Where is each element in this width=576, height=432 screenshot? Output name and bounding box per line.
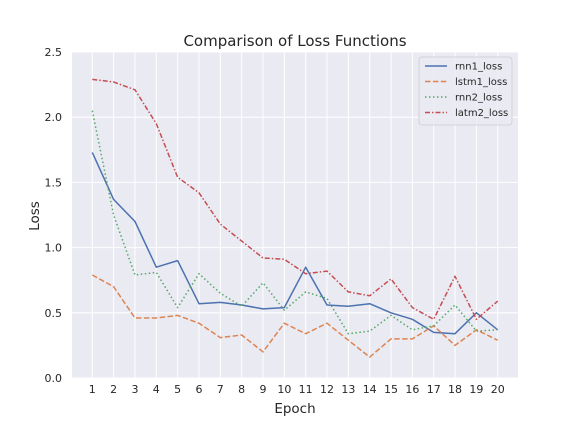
y-tick-label: 2.5 [45,46,63,59]
x-axis-label: Epoch [274,401,315,417]
x-tick-label: 17 [427,383,441,396]
x-tick-label: 13 [341,383,355,396]
legend-label-lstm1_loss: lstm1_loss [455,77,507,88]
x-tick-label: 12 [320,383,334,396]
x-tick-label: 11 [299,383,313,396]
legend: rnn1_loss lstm1_loss rnn2_loss latm2_loss [418,56,513,126]
y-axis-ticks: 0.0 0.5 1.0 1.5 2.0 2.5 [45,46,63,385]
x-tick-label: 7 [217,383,224,396]
x-tick-label: 10 [277,383,291,396]
x-tick-label: 15 [384,383,398,396]
series-line-rnn1_loss [91,152,499,335]
x-axis-ticks: 1 2 3 4 5 6 7 8 9 10 11 12 13 14 15 16 17 18 19 20 [89,383,505,396]
legend-label-rnn1_loss: rnn1_loss [455,62,502,73]
x-tick-label: 2 [110,383,117,396]
x-tick-label: 4 [153,383,160,396]
x-tick-label: 14 [363,383,377,396]
x-tick-label: 18 [448,383,462,396]
series-line-rnn2_loss [91,110,498,335]
grid [72,51,518,379]
x-tick-label: 3 [131,383,138,396]
x-tick-label: 1 [89,383,96,396]
y-tick-label: 2.0 [45,111,63,124]
series-line-lstm1_loss [91,274,499,358]
y-tick-label: 0.0 [45,372,63,385]
legend-label-latm2_loss: latm2_loss [455,108,508,119]
y-tick-label: 0.5 [45,307,63,320]
y-tick-label: 1.0 [45,242,63,255]
chart-title: Comparison of Loss Functions [183,32,406,50]
y-tick-label: 1.5 [45,176,63,189]
x-tick-label: 19 [469,383,483,396]
x-tick-label: 5 [174,383,181,396]
x-tick-label: 6 [195,383,202,396]
x-tick-label: 20 [491,383,505,396]
legend-box [418,56,513,126]
y-axis-label: Loss [27,201,43,231]
legend-label-rnn2_loss: rnn2_loss [455,93,502,104]
x-tick-label: 16 [405,383,419,396]
x-tick-label: 9 [259,383,266,396]
series-lines [91,78,499,358]
series-line-latm2_loss [92,78,499,321]
x-tick-label: 8 [238,383,245,396]
